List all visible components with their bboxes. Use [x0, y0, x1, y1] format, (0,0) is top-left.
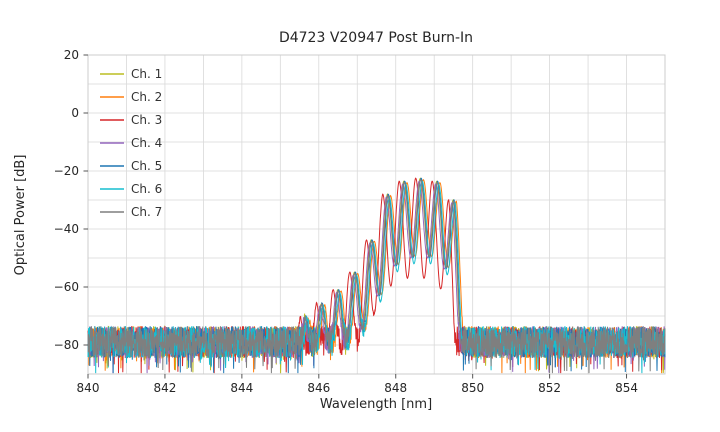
x-axis-label: Wavelength [nm] — [320, 397, 432, 412]
legend-label-ch-4: Ch. 4 — [131, 136, 162, 150]
x-tick-label: 850 — [461, 381, 484, 395]
grid — [87, 54, 666, 375]
series-line-ch-7 — [87, 178, 666, 374]
x-tick-label: 846 — [307, 381, 330, 395]
x-tick-label: 840 — [77, 381, 100, 395]
legend-item-ch-2: Ch. 2 — [100, 90, 162, 104]
series-lines — [87, 177, 666, 374]
y-tick-label: −20 — [54, 164, 79, 178]
legend-label-ch-6: Ch. 6 — [131, 182, 162, 196]
legend-label-ch-7: Ch. 7 — [131, 205, 162, 219]
legend: Ch. 1 Ch. 2 Ch. 3 Ch. 4 Ch. 5 Ch. 6 Ch. 7 — [100, 67, 162, 219]
chart-title: D4723 V20947 Post Burn-In — [279, 30, 473, 46]
legend-label-ch-3: Ch. 3 — [131, 113, 162, 127]
x-tick-label: 842 — [153, 381, 176, 395]
y-tick-label: 20 — [64, 48, 79, 62]
legend-label-ch-1: Ch. 1 — [131, 67, 162, 81]
axis-ticks: 840 842 844 846 848 850 852 854 20 0 −20 −40 −60 −80 — [54, 48, 638, 395]
plot-border — [87, 54, 666, 375]
legend-item-ch-7: Ch. 7 — [100, 205, 162, 219]
x-tick-label: 854 — [615, 381, 638, 395]
legend-item-ch-3: Ch. 3 — [100, 113, 162, 127]
y-tick-label: −60 — [54, 280, 79, 294]
y-axis-label: Optical Power [dB] — [13, 155, 28, 276]
x-tick-label: 848 — [384, 381, 407, 395]
y-tick-label: −40 — [54, 222, 79, 236]
legend-item-ch-5: Ch. 5 — [100, 159, 162, 173]
legend-item-ch-6: Ch. 6 — [100, 182, 162, 196]
x-tick-label: 852 — [538, 381, 561, 395]
legend-item-ch-4: Ch. 4 — [100, 136, 162, 150]
x-tick-label: 844 — [230, 381, 253, 395]
y-tick-label: −80 — [54, 338, 79, 352]
legend-label-ch-2: Ch. 2 — [131, 90, 162, 104]
y-tick-label: 0 — [71, 106, 79, 120]
legend-item-ch-1: Ch. 1 — [100, 67, 162, 81]
legend-label-ch-5: Ch. 5 — [131, 159, 162, 173]
